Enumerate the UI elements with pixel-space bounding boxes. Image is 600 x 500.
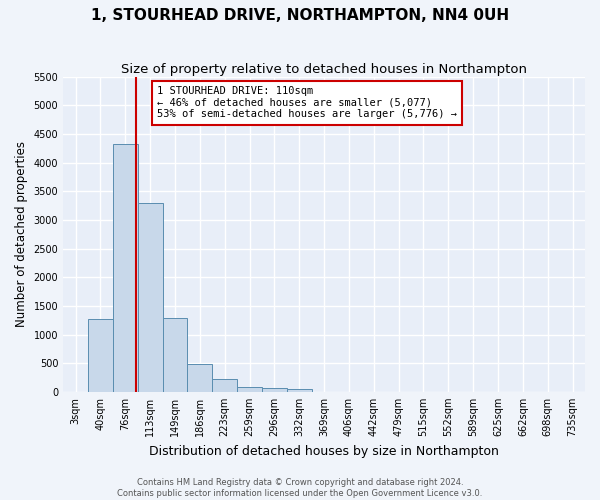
X-axis label: Distribution of detached houses by size in Northampton: Distribution of detached houses by size … [149, 444, 499, 458]
Bar [88, 319, 113, 392]
Bar [138, 202, 163, 392]
Bar [212, 380, 237, 392]
Y-axis label: Number of detached properties: Number of detached properties [15, 141, 28, 327]
Text: Contains HM Land Registry data © Crown copyright and database right 2024.
Contai: Contains HM Land Registry data © Crown c… [118, 478, 482, 498]
Title: Size of property relative to detached houses in Northampton: Size of property relative to detached ho… [121, 62, 527, 76]
Bar [287, 388, 311, 392]
Bar [163, 318, 187, 392]
Bar [237, 386, 262, 392]
Bar [262, 388, 287, 392]
Text: 1 STOURHEAD DRIVE: 110sqm
← 46% of detached houses are smaller (5,077)
53% of se: 1 STOURHEAD DRIVE: 110sqm ← 46% of detac… [157, 86, 457, 120]
Bar [113, 144, 138, 392]
Text: 1, STOURHEAD DRIVE, NORTHAMPTON, NN4 0UH: 1, STOURHEAD DRIVE, NORTHAMPTON, NN4 0UH [91, 8, 509, 22]
Bar [187, 364, 212, 392]
